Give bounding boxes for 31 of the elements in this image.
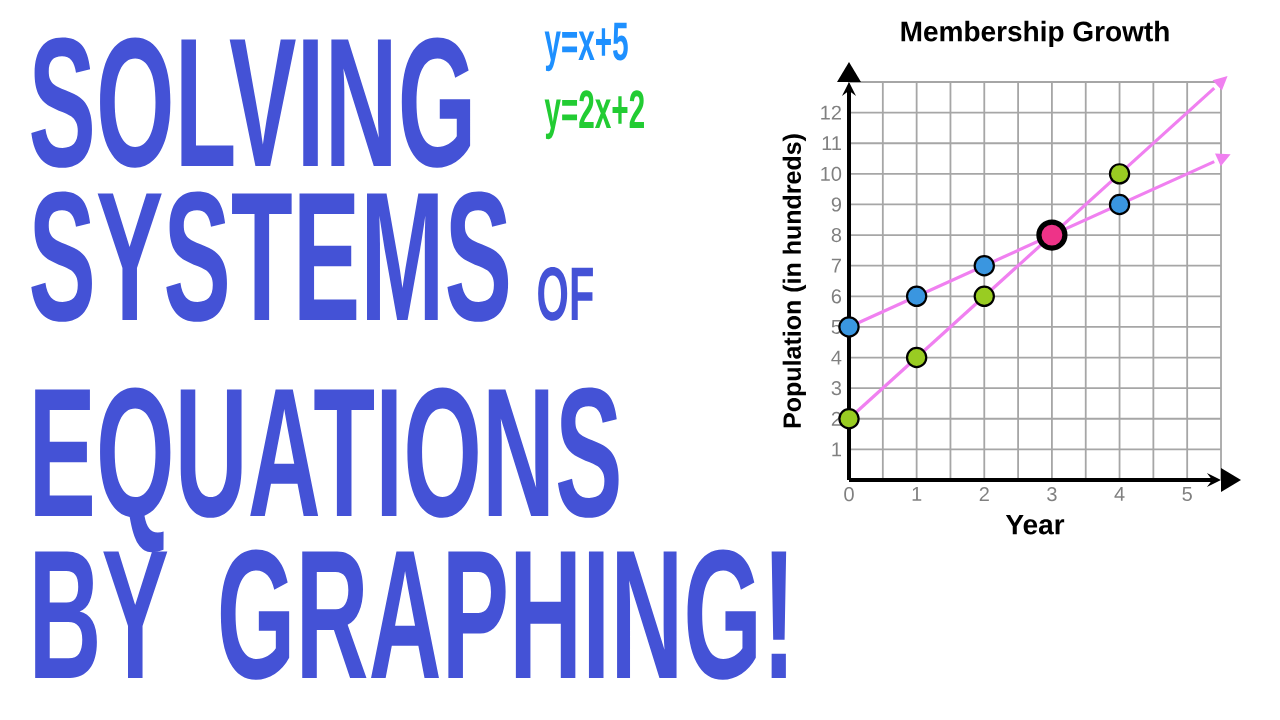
point — [1036, 219, 1068, 251]
y-tick-label: 11 — [822, 136, 841, 151]
y-tick-label: 4 — [831, 350, 842, 365]
x-tick-label: 0 — [844, 487, 854, 502]
x-tick-label: 4 — [1114, 487, 1125, 501]
y-tick-label: 10 — [821, 166, 842, 181]
point — [905, 346, 928, 369]
chart-title: Membership Growth — [901, 20, 1169, 47]
y-tick-label: 7 — [831, 258, 841, 273]
x-tick-label: 5 — [1182, 487, 1192, 502]
point — [1108, 193, 1131, 216]
point — [973, 285, 995, 308]
y-tick-label: 8 — [831, 228, 842, 243]
text: SYSTEMS — [31, 191, 509, 322]
text: OF — [538, 266, 593, 321]
x-tick-label: 2 — [979, 487, 989, 502]
x-tick-label: 1 — [912, 487, 922, 501]
text: y=2x+2 — [544, 90, 644, 140]
y-tick-label: 9 — [831, 197, 842, 212]
x-tick-label: 3 — [1047, 487, 1057, 502]
y-axis-title: Population (in hundreds) — [782, 134, 806, 428]
y-tick-label: 3 — [831, 381, 842, 396]
point — [905, 285, 928, 308]
text: SOLVING — [31, 37, 471, 168]
y-tick-label: 12 — [821, 105, 841, 120]
point — [1108, 163, 1131, 185]
x-axis-title: Year — [1005, 514, 1065, 535]
y-tick-label: 1 — [832, 442, 841, 457]
y-tick-label: 6 — [831, 289, 842, 304]
text: y=x+5 — [544, 22, 628, 72]
point — [973, 254, 995, 277]
